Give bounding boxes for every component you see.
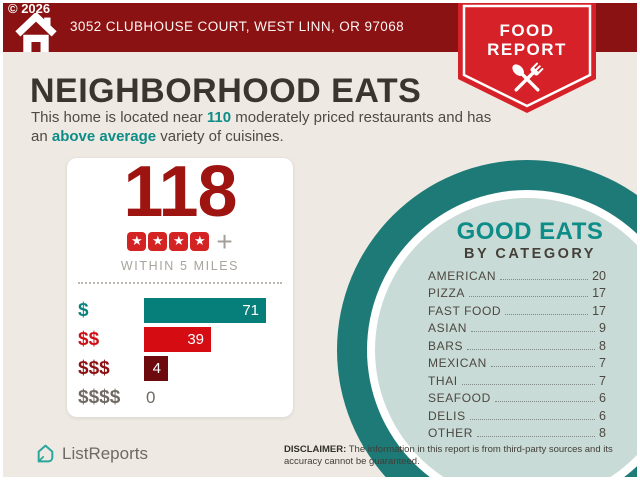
price-tier-label: $$$: [78, 358, 110, 379]
category-value: 17: [592, 286, 606, 300]
category-value: 6: [599, 391, 606, 405]
category-list: AMERICAN 20 PIZZA 17 FAST FOOD 17 ASIAN 9 BARS 8 M…: [428, 265, 606, 441]
within-miles-caption: WITHIN 5 MILES: [120, 259, 240, 273]
crossed-utensils-icon: [512, 62, 544, 92]
price-bar-row: $$$$ 0: [67, 385, 283, 410]
category-value: 9: [599, 321, 606, 335]
stats-card: 118 ★ ★ ★ ★ + WITHIN 5 MILES $71 $$ 39 $$$ 4 $$$$…: [67, 152, 293, 417]
category-label: ASIAN: [428, 321, 468, 335]
category-row: FAST FOOD 17: [428, 300, 606, 318]
dotted-leader: [490, 366, 596, 367]
good-eats-title: GOOD EATS: [456, 218, 604, 245]
category-label: OTHER: [428, 426, 473, 440]
dotted-leader: [469, 296, 589, 297]
dotted-divider: [78, 282, 282, 284]
price-bar-row: $71: [67, 298, 283, 323]
copyright-text: © 2026: [8, 1, 51, 16]
price-tier-label: $$$$: [78, 387, 121, 408]
category-label: AMERICAN: [428, 268, 497, 283]
bar-value: 39: [187, 331, 204, 348]
good-eats-subtitle: BY CATEGORY: [464, 246, 596, 262]
star-icon: ★: [169, 232, 189, 251]
bar-value: 71: [242, 302, 259, 319]
subtitle-text: variety of cuisines.: [156, 128, 284, 146]
restaurant-count-inline: 110: [206, 109, 232, 126]
disclaimer-label: DISCLAIMER:: [284, 444, 347, 455]
category-label: DELIS: [428, 408, 466, 423]
price-tier-label: $: [78, 300, 89, 321]
restaurant-count: 118: [123, 152, 237, 232]
property-address: 3052 CLUBHOUSE COURT, WEST LINN, OR 9706…: [70, 18, 405, 34]
category-label: BARS: [428, 338, 464, 353]
category-row: DELIS 6: [428, 405, 606, 423]
star-icon: ★: [127, 232, 147, 251]
category-value: 8: [599, 426, 606, 440]
category-label: MEXICAN: [428, 356, 487, 370]
category-value: 17: [592, 303, 606, 318]
page-subtitle: This home is located near 110 moderately…: [31, 108, 493, 146]
plus-icon: +: [216, 226, 233, 257]
price-tier-label: $$: [78, 329, 100, 350]
bar-area: 4: [144, 356, 283, 381]
category-row: OTHER 8: [428, 423, 606, 440]
category-value: 7: [599, 373, 606, 388]
category-row: THAI 7: [428, 370, 606, 388]
variety-highlight: above average: [51, 128, 157, 146]
home-icon: [15, 13, 57, 52]
price-bar: 71: [144, 298, 266, 323]
star-rating: ★ ★ ★ ★ +: [67, 226, 293, 257]
dotted-leader: [477, 436, 596, 437]
listreports-wordmark: ListReports: [62, 443, 148, 463]
price-bar-row: $$$ 4: [67, 356, 283, 381]
dotted-leader: [461, 383, 596, 385]
price-bar-chart: $71 $$ 39 $$$ 4 $$$$ 0: [67, 298, 283, 414]
category-row: BARS 8: [428, 335, 606, 353]
category-label: FAST FOOD: [428, 303, 502, 318]
price-bar: 4: [144, 356, 168, 381]
category-value: 6: [599, 408, 606, 423]
category-row: ASIAN 9: [428, 318, 606, 335]
category-value: 7: [599, 356, 606, 370]
category-label: PIZZA: [428, 286, 466, 300]
badge-inner-border: [462, 4, 592, 108]
subtitle-text: This home is located near: [31, 109, 207, 126]
category-row: AMERICAN 20: [428, 265, 606, 283]
dotted-leader: [494, 401, 596, 402]
badge-ribbon-shape: [458, 0, 596, 113]
category-value: 20: [592, 268, 606, 283]
listreports-logo: ListReports: [35, 443, 148, 464]
bar-value: 4: [152, 360, 161, 377]
category-label: THAI: [428, 373, 458, 388]
category-value: 8: [599, 338, 606, 353]
category-row: SEAFOOD 6: [428, 388, 606, 405]
dotted-leader: [467, 348, 596, 350]
star-icon: ★: [190, 232, 210, 251]
dotted-leader: [505, 313, 589, 315]
food-report-badge: FOOD REPORT: [458, 0, 596, 113]
page-title: NEIGHBORHOOD EATS: [30, 72, 422, 110]
badge-line2: REPORT: [487, 40, 567, 59]
bar-area: 0: [144, 385, 283, 410]
listreports-house-icon: [37, 444, 54, 463]
price-bar: 39: [144, 327, 211, 352]
bar-value-zero: 0: [146, 388, 156, 407]
disclaimer: DISCLAIMER: The information in this repo…: [284, 444, 636, 469]
price-bar-row: $$ 39: [67, 327, 283, 352]
category-label: SEAFOOD: [428, 391, 491, 405]
star-icon: ★: [148, 232, 168, 251]
dotted-leader: [500, 278, 589, 280]
dotted-leader: [469, 418, 596, 420]
dotted-leader: [471, 331, 596, 332]
category-row: PIZZA 17: [428, 283, 606, 300]
badge-line1: FOOD: [499, 21, 554, 40]
bar-area: 39: [144, 327, 283, 352]
bar-area: 71: [144, 298, 283, 323]
subtitle-text: moderately priced restaurants and has an: [31, 109, 492, 146]
category-row: MEXICAN 7: [428, 353, 606, 370]
